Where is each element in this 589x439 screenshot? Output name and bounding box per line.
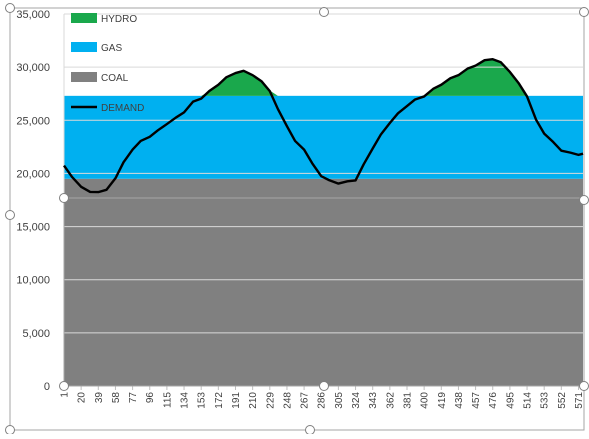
resize-handle[interactable] xyxy=(579,381,589,391)
selection-handles[interactable] xyxy=(5,3,589,435)
x-tick-label: 20 xyxy=(77,392,88,404)
resize-handle[interactable] xyxy=(579,7,589,17)
x-tick-label: 191 xyxy=(231,392,242,409)
resize-handle[interactable] xyxy=(5,210,15,220)
legend: HYDRO GAS COAL DEMAND xyxy=(71,13,144,114)
x-tick-label: 552 xyxy=(557,392,568,409)
hydro-area xyxy=(64,58,583,96)
x-tick-label: 172 xyxy=(214,392,225,409)
x-tick-label: 324 xyxy=(351,392,362,409)
legend-label-coal: COAL xyxy=(101,73,129,84)
x-tick-label: 39 xyxy=(94,392,105,404)
x-tick-label: 210 xyxy=(248,392,259,409)
x-tick-label: 77 xyxy=(128,392,139,404)
x-tick-label: 134 xyxy=(180,392,191,409)
legend-swatch-gas xyxy=(71,42,97,52)
x-tick-label: 514 xyxy=(523,392,534,409)
demand-line xyxy=(63,58,584,194)
coal-area xyxy=(64,178,583,386)
y-tick-label: 10,000 xyxy=(16,275,50,287)
x-tick-label: 305 xyxy=(334,392,345,409)
x-tick-label: 571 xyxy=(574,392,585,409)
x-tick-label: 476 xyxy=(488,392,499,409)
y-tick-label: 35,000 xyxy=(16,9,50,21)
x-tick-label: 343 xyxy=(368,392,379,409)
x-tick-label: 1 xyxy=(60,392,71,398)
y-axis: 0 5,000 10,000 15,000 20,000 25,000 30,000 35,0… xyxy=(16,9,50,393)
x-tick-label: 457 xyxy=(471,392,482,409)
x-tick-label: 400 xyxy=(420,392,431,409)
x-tick-label: 153 xyxy=(197,392,208,409)
y-tick-label: 0 xyxy=(44,381,50,393)
x-tick-label: 286 xyxy=(317,392,328,409)
x-tick-label: 495 xyxy=(505,392,516,409)
demand-line-layer xyxy=(63,58,584,194)
resize-handle[interactable] xyxy=(305,425,315,435)
y-tick-label: 5,000 xyxy=(22,328,50,340)
x-axis: 1 20 39 58 77 96 115 134 153 172 191 210 229 248 267 28… xyxy=(60,386,585,409)
y-tick-label: 20,000 xyxy=(16,168,50,180)
x-tick-label: 115 xyxy=(162,392,173,408)
x-tick-label: 362 xyxy=(385,392,396,409)
resize-handle[interactable] xyxy=(5,425,15,435)
x-tick-label: 229 xyxy=(265,392,276,409)
legend-label-hydro: HYDRO xyxy=(101,14,137,25)
area-fills xyxy=(64,58,583,386)
x-tick-label: 248 xyxy=(282,392,293,409)
resize-handle[interactable] xyxy=(5,3,15,13)
legend-label-gas: GAS xyxy=(101,43,122,54)
legend-swatch-coal xyxy=(71,72,97,82)
resize-handle[interactable] xyxy=(319,381,329,391)
y-tick-label: 25,000 xyxy=(16,115,50,127)
x-tick-label: 267 xyxy=(300,392,311,409)
x-tick-label: 419 xyxy=(437,392,448,409)
resize-handle[interactable] xyxy=(579,195,589,205)
resize-handle[interactable] xyxy=(319,7,329,17)
y-tick-label: 15,000 xyxy=(16,222,50,234)
x-tick-label: 381 xyxy=(402,392,413,409)
y-tick-label: 30,000 xyxy=(16,62,50,74)
resize-handle[interactable] xyxy=(59,193,69,203)
x-tick-label: 58 xyxy=(111,392,122,404)
resize-handle[interactable] xyxy=(59,381,69,391)
legend-swatch-hydro xyxy=(71,13,97,23)
x-tick-label: 438 xyxy=(454,392,465,409)
x-tick-label: 533 xyxy=(540,392,551,409)
legend-label-demand: DEMAND xyxy=(101,103,144,114)
x-tick-label: 96 xyxy=(145,392,156,404)
